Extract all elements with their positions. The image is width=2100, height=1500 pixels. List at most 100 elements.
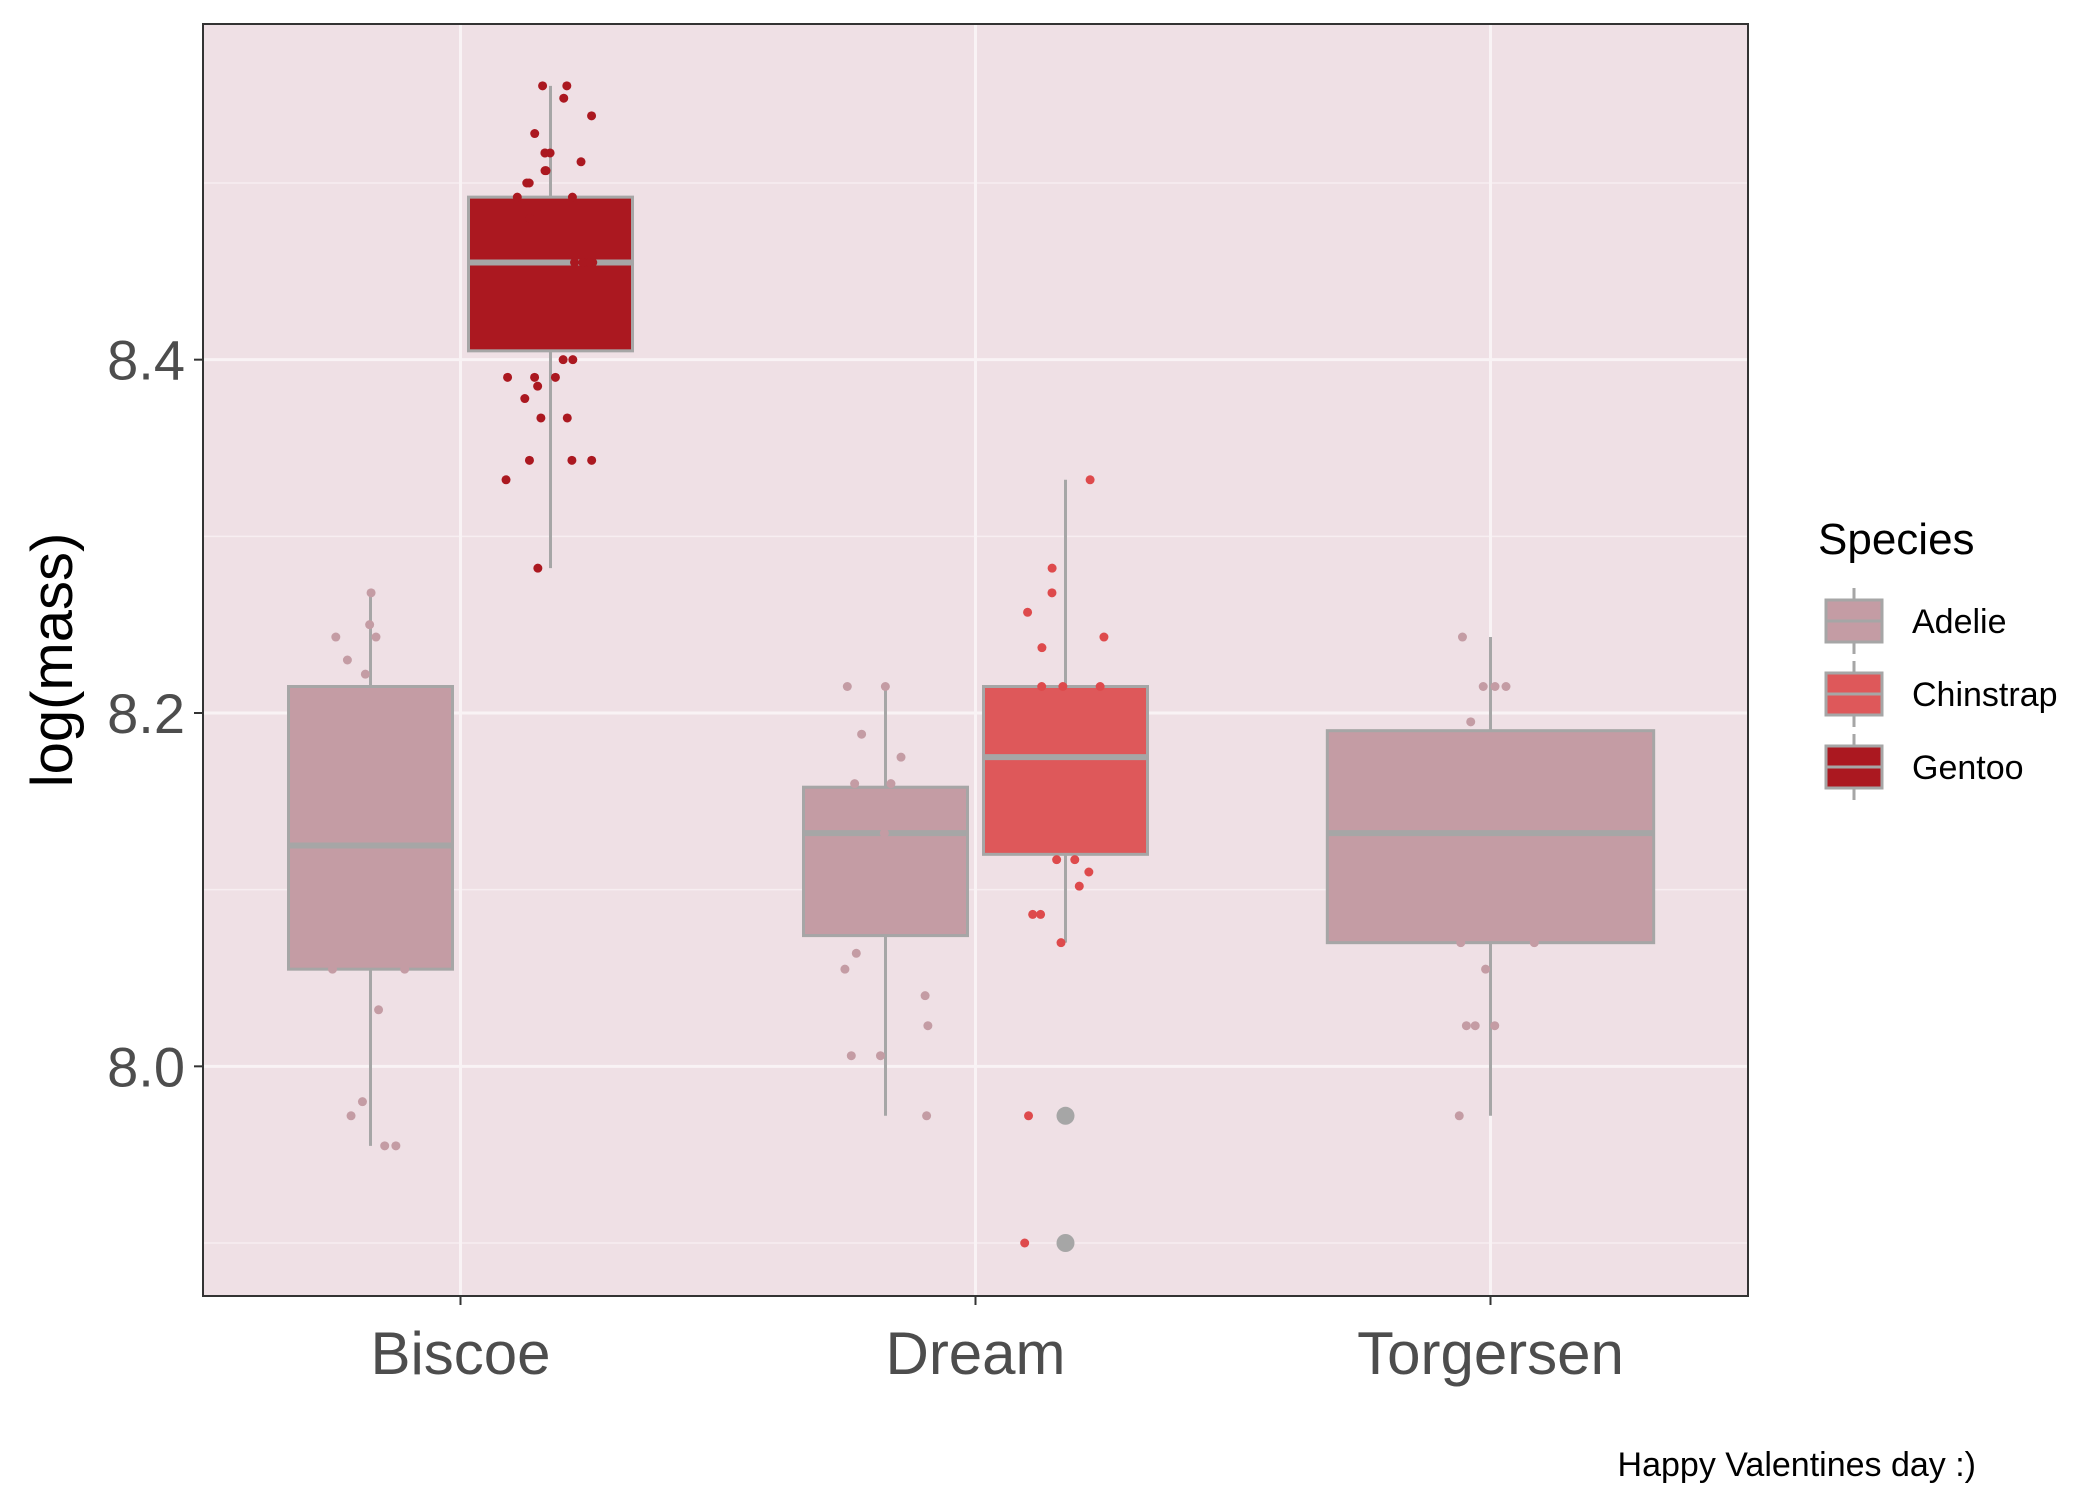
data-point [1020,1238,1030,1248]
box-body [287,685,454,971]
data-point [587,111,597,121]
data-point [842,682,852,691]
data-point [846,1051,856,1061]
jitter-points-layer [327,81,1539,1248]
data-point [840,964,850,974]
data-point [1047,563,1057,573]
data-point [1095,682,1105,691]
y-axis: 8.0 8.2 8.4 [107,329,203,1098]
data-point [1058,682,1068,691]
box-adelie-dream [802,686,969,1116]
legend-key-adelie [1824,588,1884,654]
data-point [1456,938,1466,948]
data-point [886,779,896,789]
data-point [568,355,578,365]
data-point [1457,632,1467,642]
data-point [374,1005,384,1015]
data-point [365,620,375,630]
data-point [1074,881,1084,891]
data-point [540,166,550,176]
data-point [850,779,860,789]
data-point [530,129,540,139]
data-point [360,669,370,679]
data-point [1478,682,1488,691]
data-point [522,178,532,188]
x-axis: Biscoe Dream Torgersen [370,1296,1624,1387]
data-point [536,413,546,423]
box-gentoo-biscoe [467,85,634,569]
legend-title: Species [1818,515,1975,564]
data-point [533,381,543,391]
data-point [562,81,572,91]
data-point [576,157,586,167]
data-point [851,948,861,958]
data-point [587,455,597,465]
box-adelie-torgersen [1325,637,1656,1116]
data-point [400,964,410,974]
data-point [923,1021,933,1031]
y-tick-label: 8.0 [107,1035,185,1098]
data-point [896,752,906,762]
legend-label: Gentoo [1912,749,2024,787]
data-point [1070,855,1080,865]
data-point [1084,867,1094,877]
data-point [1490,1021,1500,1031]
box-body [982,685,1149,856]
data-point [357,1097,367,1107]
data-point [1037,682,1047,691]
outlier-point [1056,1234,1075,1252]
data-point [875,1051,885,1061]
box-adelie-biscoe [287,592,454,1146]
data-point [559,93,569,103]
data-point [512,192,522,202]
x-tick-label: Torgersen [1357,1320,1624,1387]
data-point [567,455,577,465]
box-layer [287,85,1656,1252]
data-point [366,588,376,598]
data-point [879,828,889,838]
data-point [558,355,568,365]
data-point [567,192,577,202]
data-point [857,729,867,739]
data-point [1529,938,1539,948]
legend-label: Adelie [1912,603,2007,641]
data-point [1036,909,1046,919]
data-point [524,455,534,465]
data-point [346,1111,356,1121]
data-point [570,258,580,267]
data-point [327,964,337,974]
x-tick-label: Biscoe [370,1320,550,1387]
box-body [802,785,969,938]
data-point [371,632,381,642]
data-point [880,682,890,691]
box-body [1325,729,1656,945]
data-point [380,1141,390,1151]
box-body [467,195,634,353]
data-point [922,1111,932,1121]
data-point [1501,682,1511,691]
legend: Species Adelie Chinstrap Gentoo [1818,515,2058,800]
data-point [525,213,535,223]
data-point [1028,909,1038,919]
data-point [538,81,548,91]
data-point [503,372,513,382]
data-point [1023,607,1033,617]
data-point [1052,855,1062,865]
data-point [540,148,550,158]
data-point [562,413,572,423]
data-point [1085,475,1095,485]
data-point [1490,682,1500,691]
y-axis-title: log(mass) [20,533,85,788]
legend-key-gentoo [1824,734,1884,800]
data-point [1056,938,1066,948]
data-point [1466,717,1476,727]
y-tick-label: 8.4 [107,329,185,392]
legend-label: Chinstrap [1912,676,2058,714]
legend-key-chinstrap [1824,661,1884,727]
data-point [1481,964,1491,974]
data-point [1470,1021,1480,1031]
caption: Happy Valentines day :) [1618,1446,1976,1484]
data-point [530,372,540,382]
data-point [501,475,511,485]
